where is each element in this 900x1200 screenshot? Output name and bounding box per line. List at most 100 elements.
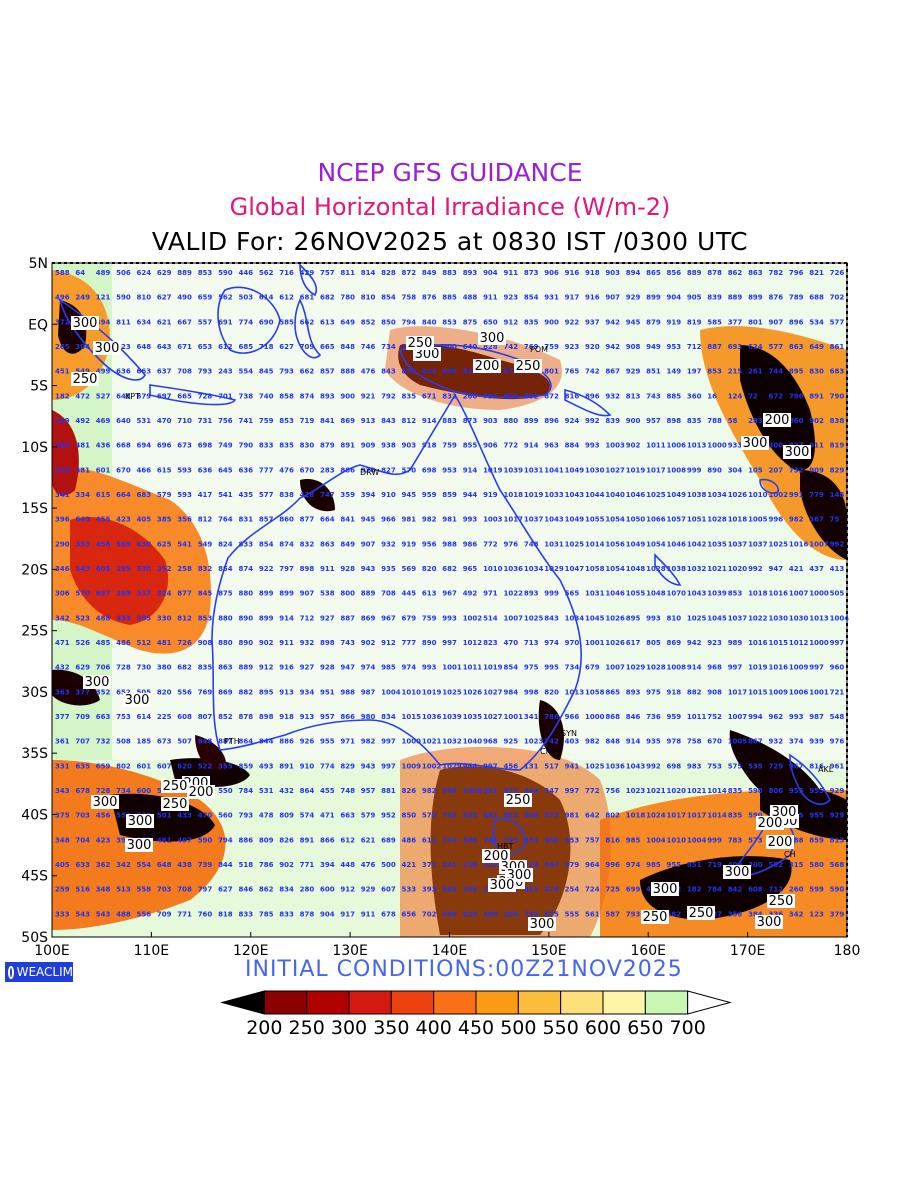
grid-value: 732 bbox=[789, 466, 804, 474]
grid-value: 883 bbox=[442, 269, 457, 277]
grid-value: 613 bbox=[320, 318, 335, 326]
grid-value: 64 bbox=[75, 269, 85, 277]
grid-value: 997 bbox=[381, 762, 396, 770]
grid-value: 943 bbox=[361, 565, 376, 573]
grid-value: 793 bbox=[626, 910, 641, 918]
grid-value: 1046 bbox=[605, 590, 625, 598]
grid-value: 527 bbox=[96, 392, 111, 400]
grid-value: 862 bbox=[728, 269, 743, 277]
grid-value: 1004 bbox=[830, 614, 850, 622]
grid-value: 1018 bbox=[503, 491, 523, 499]
grid-value: 1026 bbox=[605, 614, 625, 622]
grid-value: 607 bbox=[157, 762, 172, 770]
grid-value: 999 bbox=[707, 836, 722, 844]
grid-value: 907 bbox=[605, 294, 620, 302]
grid-value: 403 bbox=[565, 738, 580, 746]
grid-value: 860 bbox=[789, 417, 804, 425]
grid-value: 506 bbox=[463, 836, 478, 844]
grid-value: 734 bbox=[116, 787, 131, 795]
grid-value: 942 bbox=[605, 343, 620, 351]
grid-value: 982 bbox=[422, 516, 437, 524]
grid-value: 1046 bbox=[626, 491, 646, 499]
grid-value: 743 bbox=[646, 392, 661, 400]
grid-value: 516 bbox=[75, 886, 90, 894]
city-label-wlt: WLT bbox=[824, 821, 840, 830]
grid-value: 579 bbox=[361, 812, 376, 820]
grid-value: 283 bbox=[320, 466, 335, 474]
grid-value: 670 bbox=[707, 738, 722, 746]
grid-value: 347 bbox=[544, 787, 559, 795]
grid-value: 899 bbox=[748, 294, 763, 302]
grid-value: 872 bbox=[544, 392, 559, 400]
grid-value: 665 bbox=[320, 343, 335, 351]
grid-value: 343 bbox=[55, 787, 70, 795]
grid-value: 385 bbox=[157, 516, 172, 524]
grid-value: 869 bbox=[667, 639, 682, 647]
grid-value: 955 bbox=[320, 738, 335, 746]
grid-value: 967 bbox=[442, 590, 457, 598]
grid-value: 918 bbox=[422, 442, 437, 450]
contour-label-bg bbox=[783, 445, 811, 459]
grid-value: 908 bbox=[707, 688, 722, 696]
grid-value: 348 bbox=[55, 836, 70, 844]
grid-value: 649 bbox=[809, 343, 824, 351]
grid-value: 1010 bbox=[402, 688, 422, 696]
grid-value: 300 bbox=[748, 861, 763, 869]
grid-value: 916 bbox=[565, 269, 580, 277]
grid-value: 983 bbox=[503, 812, 518, 820]
contour-label: 250 bbox=[506, 793, 531, 808]
grid-value: 811 bbox=[340, 269, 355, 277]
grid-value: 896 bbox=[585, 392, 600, 400]
contour-label-bg bbox=[71, 372, 99, 386]
grid-value: 624 bbox=[748, 343, 763, 351]
grid-value: 993 bbox=[646, 614, 661, 622]
grid-value: 1032 bbox=[442, 738, 462, 746]
grid-value: 701 bbox=[218, 392, 233, 400]
grid-value: 852 bbox=[361, 318, 376, 326]
grid-value: 478 bbox=[259, 812, 274, 820]
colorbar-swatch bbox=[348, 990, 392, 1015]
grid-value: 975 bbox=[524, 664, 539, 672]
grid-value: 672 bbox=[503, 368, 518, 376]
grid-value: 580 bbox=[809, 861, 824, 869]
grid-value: 1028 bbox=[646, 664, 666, 672]
grid-value: 895 bbox=[259, 688, 274, 696]
contour-label-bg bbox=[71, 316, 99, 330]
grid-value: 911 bbox=[361, 910, 376, 918]
grid-value: 1011 bbox=[646, 442, 666, 450]
grid-value: 1017 bbox=[728, 688, 748, 696]
grid-value: 955 bbox=[667, 861, 682, 869]
grid-value: 290 bbox=[55, 540, 70, 548]
grid-value: 405 bbox=[55, 861, 70, 869]
grid-value: 774 bbox=[238, 318, 253, 326]
grid-value: 377 bbox=[55, 713, 70, 721]
grid-value: 899 bbox=[279, 590, 294, 598]
grid-value: 590 bbox=[198, 836, 213, 844]
grid-value: 1026 bbox=[728, 491, 748, 499]
grid-value: 744 bbox=[442, 836, 457, 844]
grid-value: 621 bbox=[157, 318, 172, 326]
grid-value: 1031 bbox=[524, 466, 544, 474]
title-line-3: VALID For: 26NOV2025 at 0830 IST /0300 U… bbox=[151, 227, 749, 256]
west-warm-core bbox=[70, 516, 169, 625]
grid-value: 249 bbox=[75, 294, 90, 302]
grid-value: 671 bbox=[422, 392, 437, 400]
grid-value: 964 bbox=[585, 861, 600, 869]
grid-value: 446 bbox=[238, 269, 253, 277]
colorbar-label: 600 bbox=[585, 1017, 621, 1039]
contour-label: 300 bbox=[490, 878, 515, 893]
grid-value: 878 bbox=[238, 713, 253, 721]
grid-value: 1016 bbox=[748, 639, 768, 647]
grid-value: 533 bbox=[402, 886, 417, 894]
grid-value: 911 bbox=[320, 565, 335, 573]
grid-value: 435 bbox=[238, 491, 253, 499]
grid-value: 841 bbox=[340, 516, 355, 524]
grid-value: 649 bbox=[340, 318, 355, 326]
grid-value: 919 bbox=[483, 491, 498, 499]
grid-value: 882 bbox=[238, 688, 253, 696]
grid-value: 954 bbox=[463, 762, 478, 770]
grid-value: 620 bbox=[463, 910, 478, 918]
grid-value: 372 bbox=[55, 318, 70, 326]
grid-value: 423 bbox=[116, 516, 131, 524]
grid-value: 848 bbox=[605, 738, 620, 746]
